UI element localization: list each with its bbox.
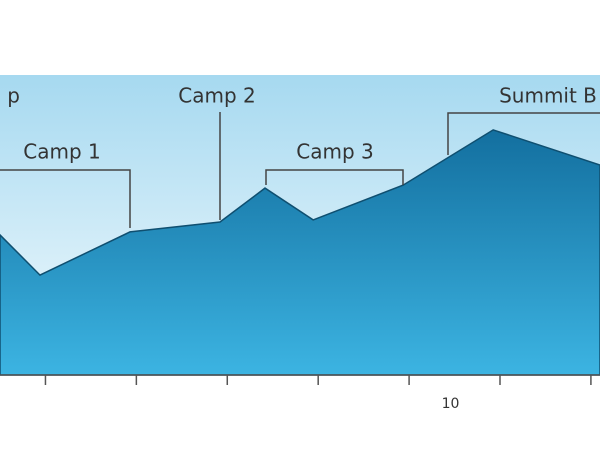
x-tick-label: 10 <box>442 396 460 412</box>
annotation-bracket <box>265 169 404 185</box>
annotation-label: Camp 2 <box>178 84 255 108</box>
annotation-label: Summit B <box>499 84 597 108</box>
annotation-bracket <box>0 169 131 228</box>
annotation-bracket <box>447 112 600 155</box>
annotation-label: p <box>7 84 20 108</box>
annotation-label: Camp 3 <box>296 140 373 164</box>
annotation-label: Camp 1 <box>23 140 100 164</box>
